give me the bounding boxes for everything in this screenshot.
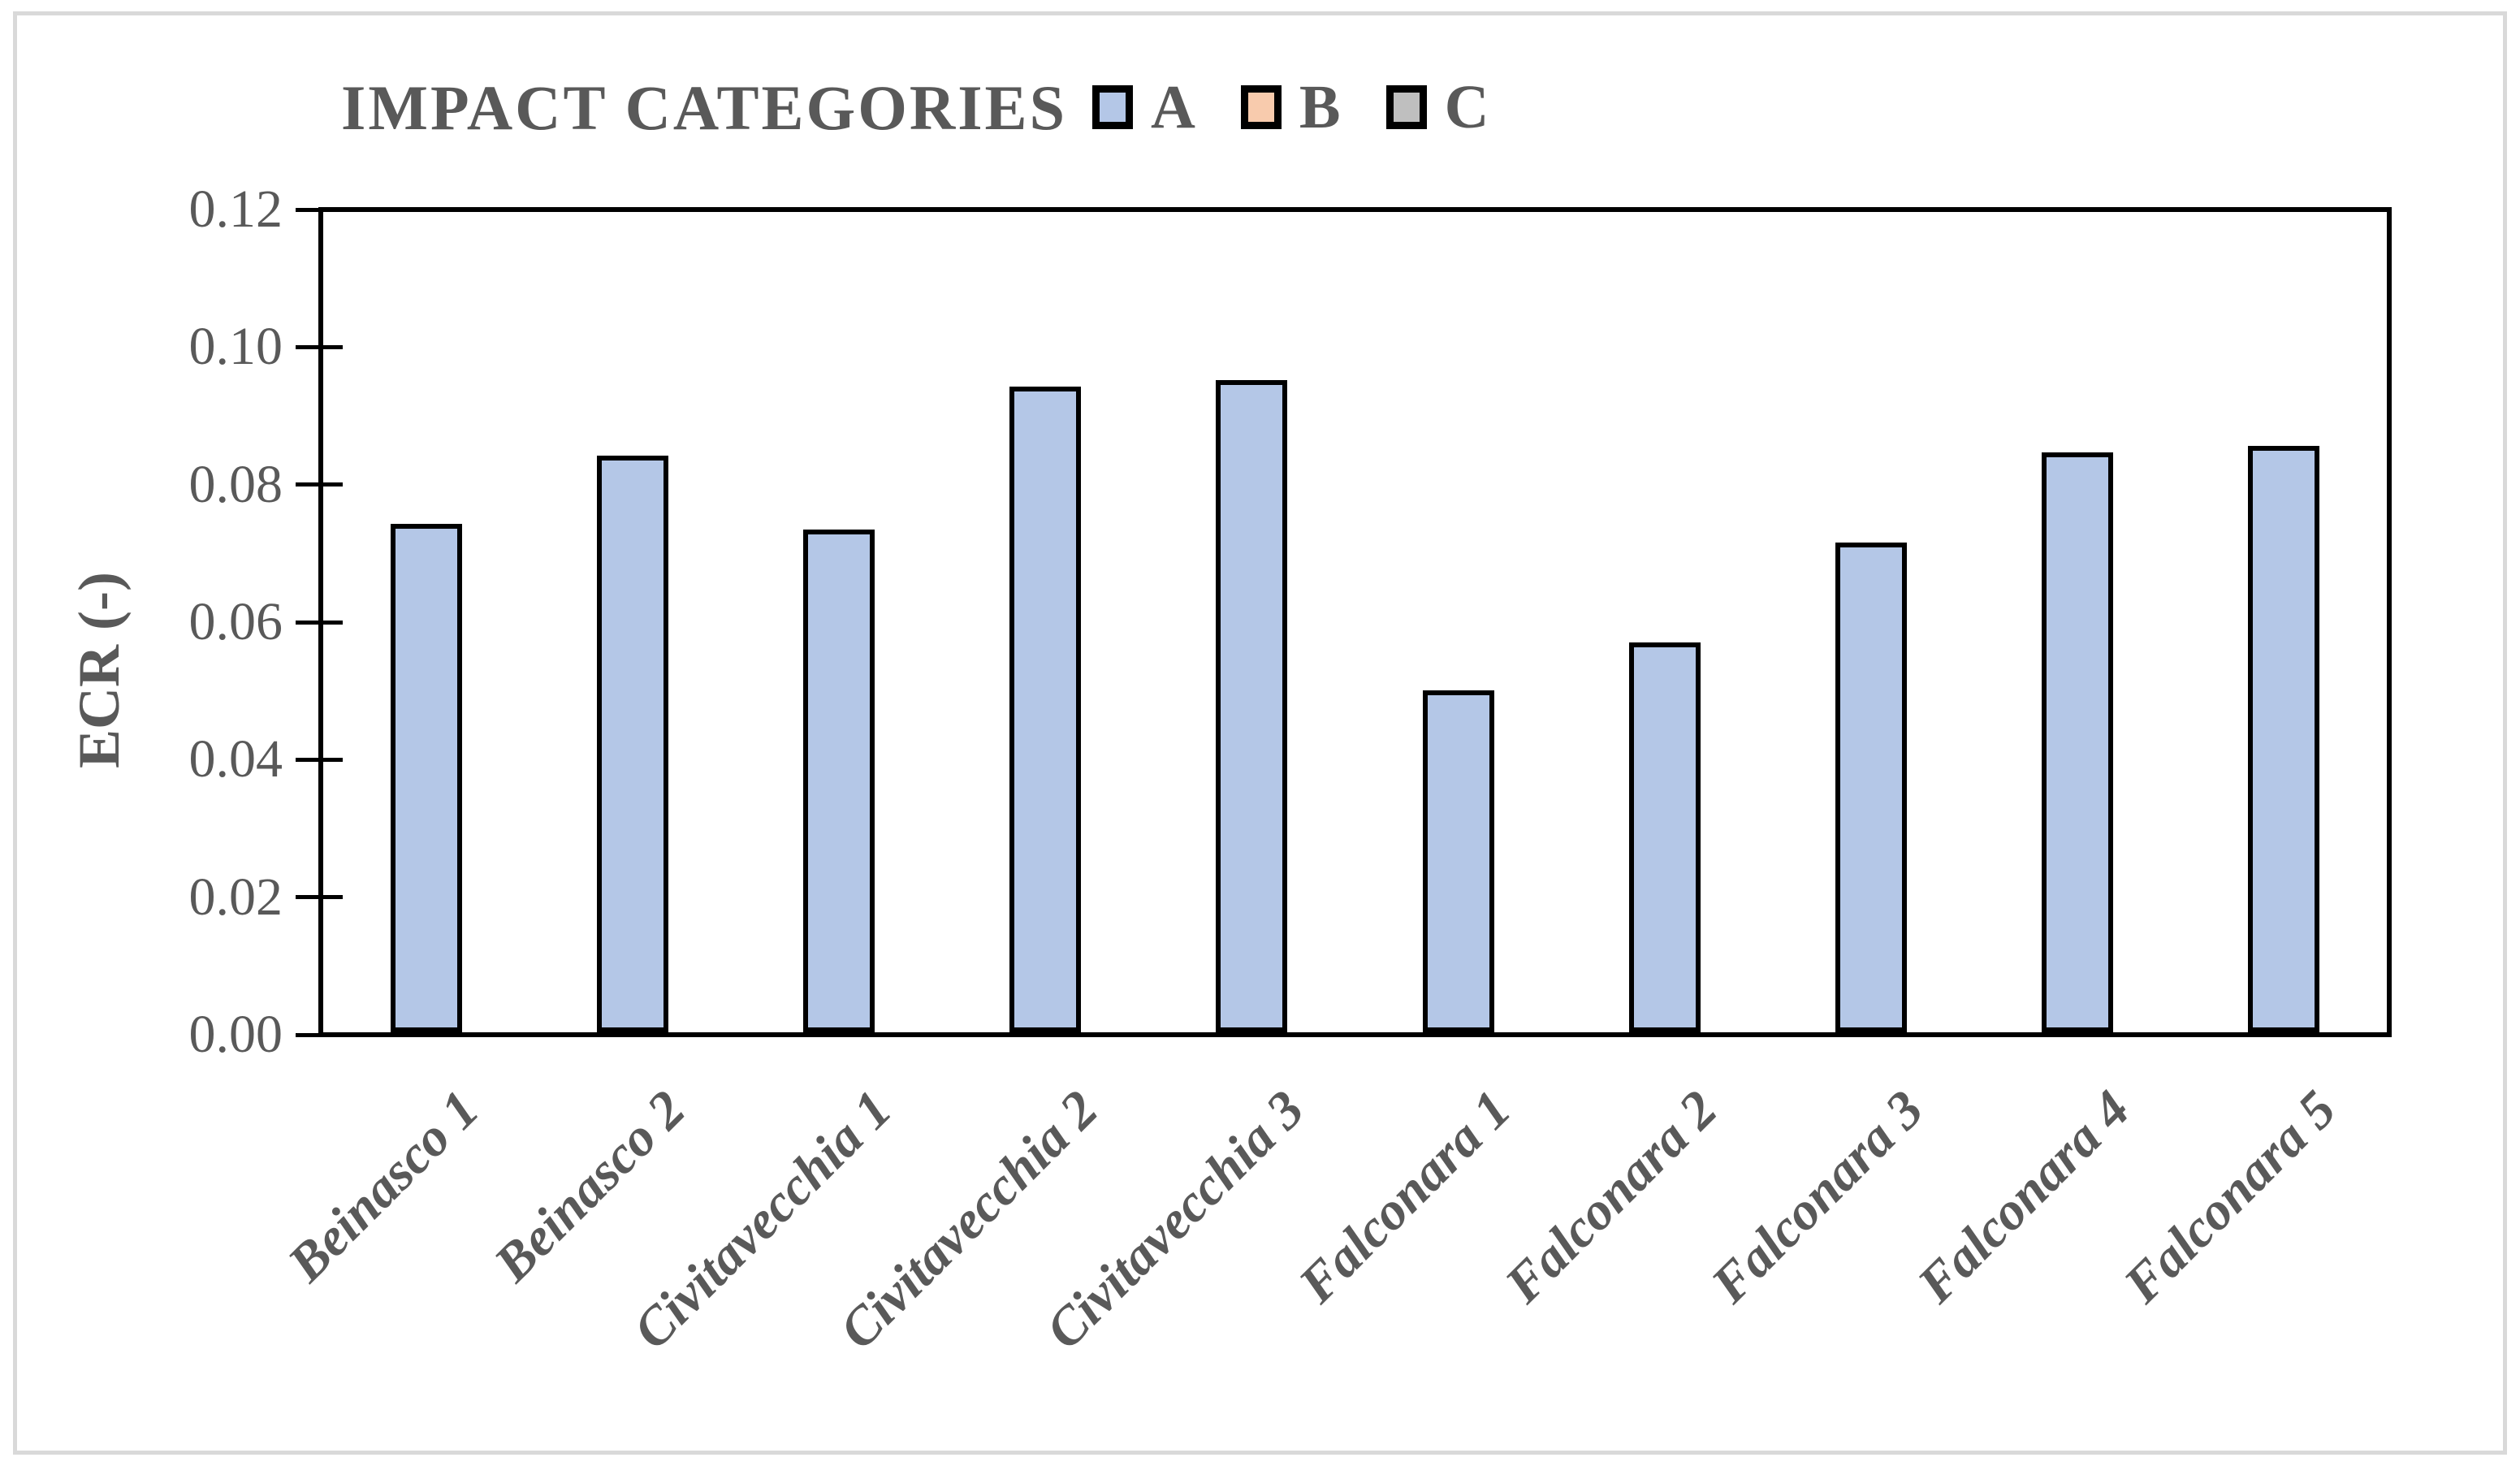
legend-swatch-b — [1240, 85, 1282, 129]
legend: A B C — [1092, 76, 1489, 138]
y-axis-tick — [296, 620, 343, 625]
bar-falconara-1 — [1422, 690, 1494, 1032]
bar-slot — [736, 212, 942, 1032]
legend-item-label: C — [1444, 73, 1489, 141]
bars-layer — [323, 212, 2387, 1032]
bar-slot — [530, 212, 736, 1032]
bar-beinasco-1 — [391, 524, 463, 1032]
bar-slot — [1974, 212, 2181, 1032]
bar-slot — [2181, 212, 2387, 1032]
legend-swatch-a — [1092, 85, 1133, 129]
bar-beinasco-2 — [597, 456, 669, 1032]
bar-civitavecchia-1 — [803, 530, 875, 1032]
y-tick-label: 0.06 — [188, 592, 283, 651]
y-axis-tick — [296, 482, 343, 487]
bar-slot — [1562, 212, 1768, 1032]
y-tick-label: 0.10 — [188, 317, 283, 377]
y-axis-tick — [296, 757, 343, 762]
legend-swatch-c — [1385, 85, 1427, 129]
bar-slot — [1355, 212, 1561, 1032]
bar-falconara-5 — [2247, 446, 2319, 1032]
bar-civitavecchia-2 — [1009, 387, 1082, 1032]
bar-falconara-2 — [1628, 642, 1701, 1032]
legend-item-label: B — [1299, 73, 1341, 141]
y-tick-label: 0.04 — [188, 729, 283, 789]
legend-item-label: A — [1151, 73, 1195, 141]
legend-item-b: B — [1240, 73, 1341, 141]
y-tick-label: 0.00 — [188, 1005, 283, 1064]
chart-title: IMPACT CATEGORIES — [341, 72, 1067, 143]
legend-item-c: C — [1385, 73, 1489, 141]
bar-civitavecchia-3 — [1216, 380, 1288, 1032]
y-tick-label: 0.08 — [188, 454, 283, 514]
bar-slot — [1148, 212, 1355, 1032]
bar-slot — [323, 212, 530, 1032]
legend-item-a: A — [1092, 76, 1195, 138]
bar-slot — [942, 212, 1148, 1032]
y-axis-tick — [296, 344, 343, 349]
y-axis-tick — [296, 1032, 343, 1037]
bar-falconara-4 — [2041, 452, 2113, 1032]
y-axis-tick — [296, 895, 343, 900]
y-tick-label: 0.02 — [188, 867, 283, 927]
y-tick-label: 0.12 — [188, 179, 283, 239]
y-axis-tick — [296, 207, 343, 212]
bar-falconara-3 — [1835, 543, 1907, 1032]
bar-slot — [1768, 212, 1974, 1032]
